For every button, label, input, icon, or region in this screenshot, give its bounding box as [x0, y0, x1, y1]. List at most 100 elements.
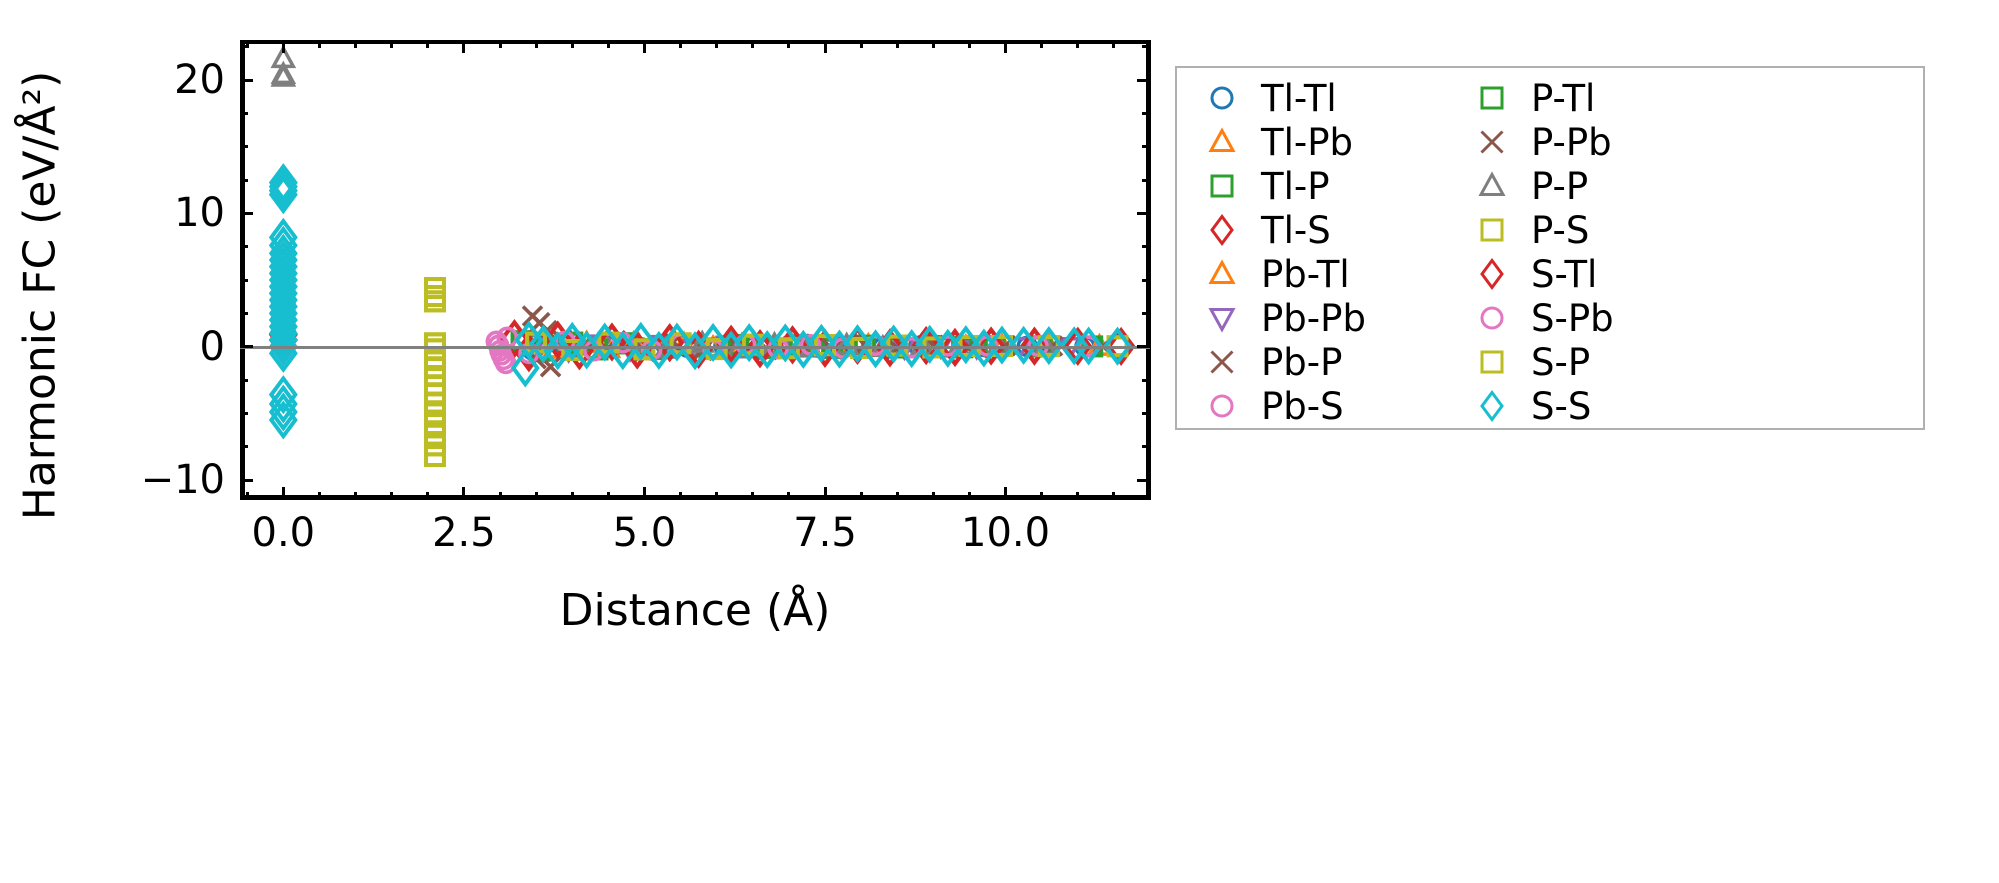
legend-label: Tl-S	[1261, 208, 1331, 252]
legend-label: Pb-S	[1261, 384, 1344, 428]
y-tick-major	[1137, 78, 1150, 82]
x-tick-minor	[354, 492, 358, 500]
legend-marker-square-icon	[1475, 213, 1509, 247]
legend-item-tl-pb[interactable]: Tl-Pb	[1205, 120, 1475, 164]
x-axis-label: Distance (Å)	[559, 585, 831, 636]
legend-item-p-s[interactable]: P-S	[1475, 208, 1745, 252]
series-p-s	[424, 277, 1129, 467]
x-tick-minor	[1112, 492, 1116, 500]
series-p-p	[270, 44, 1059, 359]
y-tick-label: 20	[174, 57, 225, 103]
y-tick-minor	[240, 178, 248, 182]
legend-label: P-P	[1531, 164, 1589, 208]
x-tick-minor	[967, 40, 971, 48]
y-tick-major	[240, 478, 253, 482]
x-tick-minor	[1076, 492, 1080, 500]
x-tick-minor	[895, 492, 899, 500]
legend-item-pb-p[interactable]: Pb-P	[1205, 340, 1475, 384]
x-tick-minor	[426, 492, 430, 500]
x-tick-minor	[751, 492, 755, 500]
x-tick-minor	[751, 40, 755, 48]
legend-label: Tl-Pb	[1261, 120, 1354, 164]
x-tick-major	[823, 487, 827, 500]
x-tick-major-top	[462, 40, 466, 53]
plot-area	[240, 40, 1151, 500]
x-tick-minor	[354, 40, 358, 48]
x-tick-label: 5.0	[612, 510, 677, 556]
legend-item-p-pb[interactable]: P-Pb	[1475, 120, 1745, 164]
legend-marker-circle-icon	[1205, 81, 1239, 115]
y-tick-minor	[240, 145, 248, 149]
y-tick-minor	[240, 245, 248, 249]
y-tick-minor	[240, 278, 248, 282]
legend-item-pb-s[interactable]: Pb-S	[1205, 384, 1475, 428]
x-tick-minor	[1040, 40, 1044, 48]
series-s-p	[424, 277, 1129, 467]
y-tick-minor	[1142, 145, 1150, 149]
x-tick-major	[281, 487, 285, 500]
legend-label: Pb-Tl	[1261, 252, 1350, 296]
legend-label: Tl-Tl	[1261, 76, 1337, 120]
y-tick-minor	[240, 111, 248, 115]
x-tick-label: 10.0	[961, 510, 1051, 556]
x-tick-major	[1004, 487, 1008, 500]
scatter-markers	[268, 44, 1136, 467]
legend-item-p-tl[interactable]: P-Tl	[1475, 76, 1745, 120]
legend-label: P-Tl	[1531, 76, 1596, 120]
legend-item-s-pb[interactable]: S-Pb	[1475, 296, 1745, 340]
y-tick-minor	[1142, 111, 1150, 115]
legend-item-pb-pb[interactable]: Pb-Pb	[1205, 296, 1475, 340]
x-tick-minor	[498, 492, 502, 500]
legend-marker-circle-icon	[1475, 301, 1509, 335]
legend-item-tl-tl[interactable]: Tl-Tl	[1205, 76, 1475, 120]
legend-item-s-p[interactable]: S-P	[1475, 340, 1745, 384]
axis-spine-top	[240, 40, 1150, 44]
legend-entries: Tl-Tl P-Tl Tl-Pb P-Pb Tl-P P-P Tl-S P-S Pb-Tl S-T…	[1177, 68, 1923, 428]
legend-marker-triangle-down-icon	[1205, 301, 1239, 335]
legend-label: S-P	[1531, 340, 1591, 384]
legend-item-pb-tl[interactable]: Pb-Tl	[1205, 252, 1475, 296]
x-tick-label: 0.0	[251, 510, 316, 556]
x-tick-minor	[570, 492, 574, 500]
y-tick-minor	[240, 445, 248, 449]
y-tick-minor	[1142, 45, 1150, 49]
legend-marker-circle-icon	[1205, 389, 1239, 423]
y-tick-major	[240, 211, 253, 215]
y-tick-minor	[240, 45, 248, 49]
legend-label: Pb-Pb	[1261, 296, 1366, 340]
x-tick-minor	[390, 492, 394, 500]
legend-label: Tl-P	[1261, 164, 1330, 208]
x-tick-minor	[967, 492, 971, 500]
legend-marker-triangle-up-icon	[1205, 125, 1239, 159]
x-tick-minor	[787, 40, 791, 48]
x-tick-minor	[245, 492, 249, 500]
x-tick-minor	[317, 492, 321, 500]
legend-item-p-p[interactable]: P-P	[1475, 164, 1745, 208]
y-tick-minor	[240, 411, 248, 415]
x-tick-major-top	[823, 40, 827, 53]
legend-item-s-tl[interactable]: S-Tl	[1475, 252, 1745, 296]
legend-marker-square-icon	[1475, 81, 1509, 115]
legend-marker-x-icon	[1205, 345, 1239, 379]
series-s-s	[268, 163, 1132, 440]
legend-label: P-S	[1531, 208, 1590, 252]
x-tick-major	[462, 487, 466, 500]
legend-box: Tl-Tl P-Tl Tl-Pb P-Pb Tl-P P-P Tl-S P-S Pb-Tl S-T…	[1175, 66, 1925, 430]
y-tick-label: 10	[174, 190, 225, 237]
y-tick-label: −10	[140, 457, 225, 503]
legend-item-tl-s[interactable]: Tl-S	[1205, 208, 1475, 252]
x-tick-minor	[606, 40, 610, 48]
legend-marker-square-icon	[1205, 169, 1239, 203]
x-tick-minor	[1112, 40, 1116, 48]
legend-item-s-s[interactable]: S-S	[1475, 384, 1745, 428]
y-axis-label: Harmonic FC (eV/Å²)	[14, 70, 66, 521]
legend-item-tl-p[interactable]: Tl-P	[1205, 164, 1475, 208]
x-tick-minor	[534, 492, 538, 500]
y-tick-minor	[1142, 245, 1150, 249]
x-tick-major-top	[642, 40, 646, 53]
x-tick-minor	[426, 40, 430, 48]
y-tick-minor	[1142, 311, 1150, 315]
y-tick-major	[240, 78, 253, 82]
x-tick-major-top	[1004, 40, 1008, 53]
